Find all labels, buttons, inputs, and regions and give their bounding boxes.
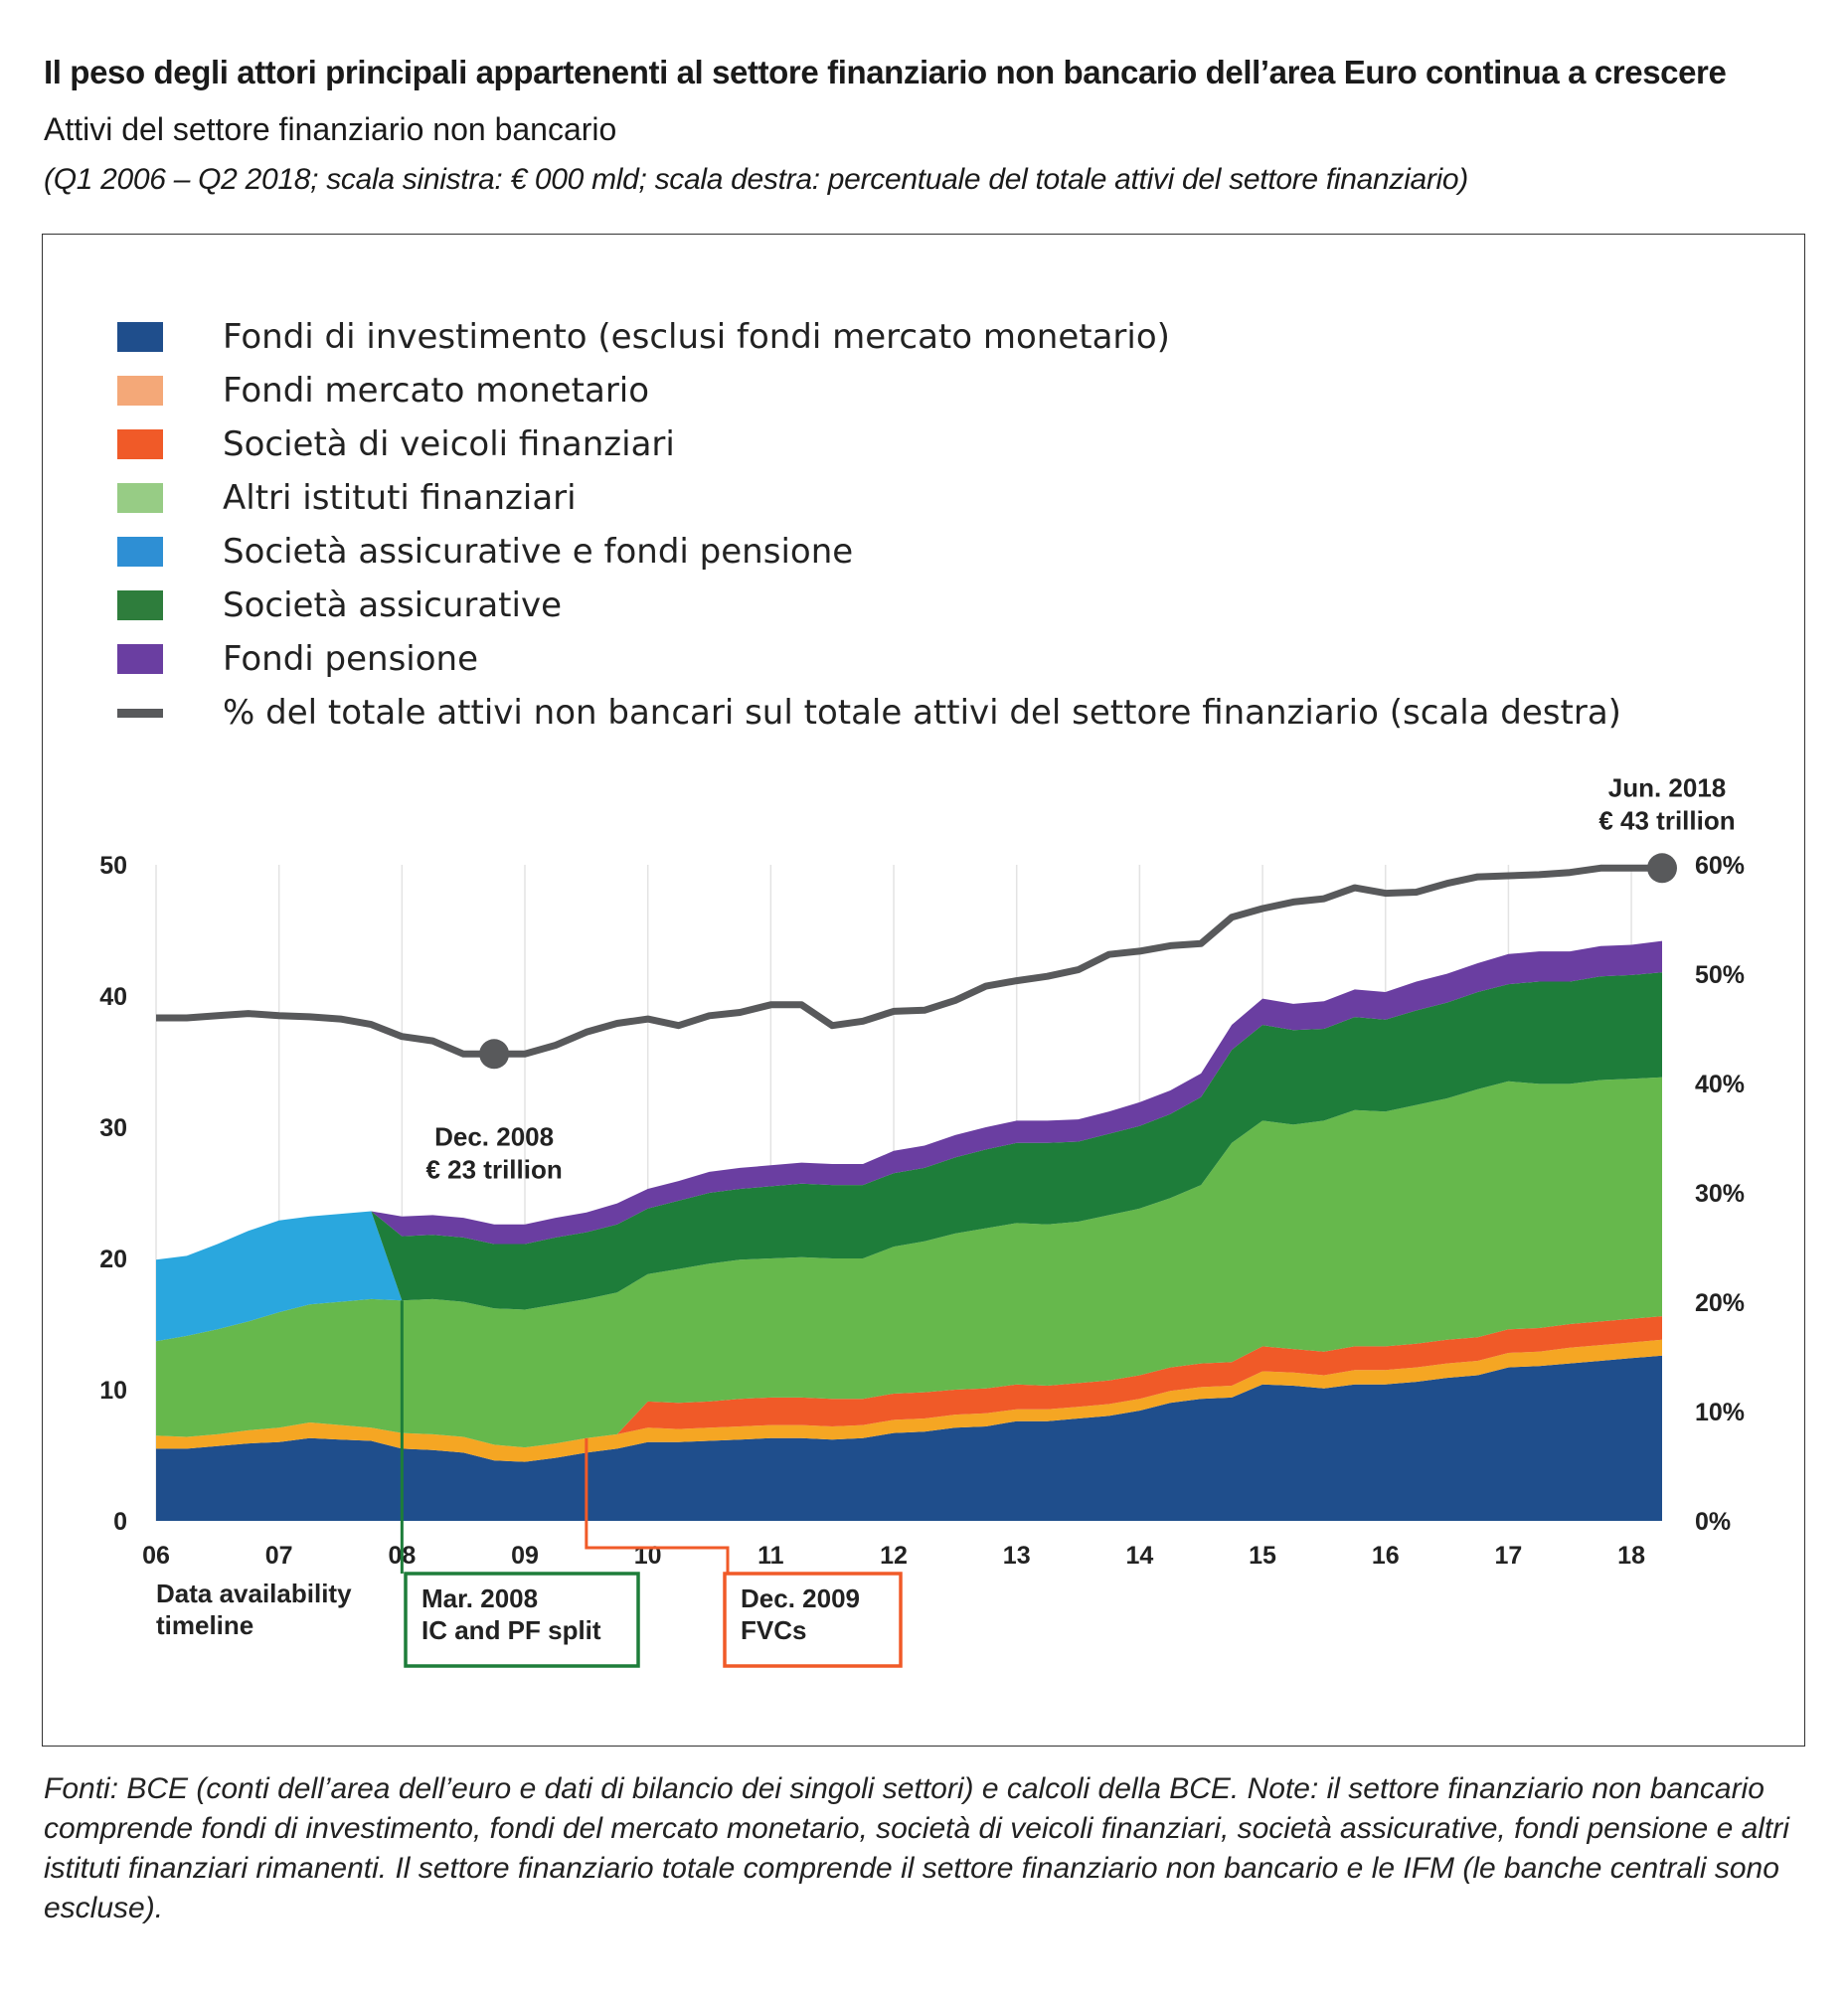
y-right-tick-label: 10% xyxy=(1695,1399,1745,1426)
y-right-tick-label: 20% xyxy=(1695,1289,1745,1317)
timeline-box-subtitle: IC and PF split xyxy=(421,1615,601,1645)
x-tick-label: 18 xyxy=(1617,1542,1645,1570)
y-left-tick-label: 0 xyxy=(113,1508,127,1536)
legend-label: Società assicurative xyxy=(223,585,562,625)
x-tick-label: 17 xyxy=(1495,1542,1523,1570)
y-right-tick-label: 50% xyxy=(1695,961,1745,989)
annotation-value: € 43 trillion xyxy=(1598,805,1735,835)
legend-item: Fondi pensione xyxy=(117,632,1621,686)
legend-item: Fondi mercato monetario xyxy=(117,364,1621,417)
timeline-box xyxy=(723,1572,903,1668)
legend-item: % del totale attivi non bancari sul tota… xyxy=(117,686,1621,740)
chart-frame xyxy=(42,234,1805,1747)
y-left-tick-label: 40 xyxy=(99,983,127,1011)
y-right-tick-label: 40% xyxy=(1695,1071,1745,1098)
timeline-label-line2: timeline xyxy=(156,1610,253,1640)
annotation-marker xyxy=(1647,853,1677,884)
x-tick-label: 07 xyxy=(265,1542,293,1570)
legend-line-swatch xyxy=(117,708,163,718)
legend-swatch xyxy=(117,376,163,406)
area-series xyxy=(156,1077,1662,1448)
annotation-label: Jun. 2018 xyxy=(1608,772,1727,802)
timeline-box-title: Mar. 2008 xyxy=(421,1583,538,1613)
legend-item: Società assicurative e fondi pensione xyxy=(117,525,1621,579)
x-tick-label: 13 xyxy=(1003,1542,1031,1570)
legend-label: Fondi mercato monetario xyxy=(223,371,650,411)
x-tick-label: 09 xyxy=(511,1542,539,1570)
figure-note: (Q1 2006 – Q2 2018; scala sinistra: € 00… xyxy=(44,163,1468,196)
annotation-marker xyxy=(479,1039,510,1070)
area-series xyxy=(156,972,1662,1310)
legend-swatch xyxy=(117,483,163,513)
x-tick-label: 12 xyxy=(880,1542,908,1570)
legend-item: Fondi di investimento (esclusi fondi mer… xyxy=(117,310,1621,364)
legend-swatch xyxy=(117,322,163,352)
legend-label: Società assicurative e fondi pensione xyxy=(223,532,854,572)
legend-item: Società assicurative xyxy=(117,579,1621,632)
y-left-tick-label: 10 xyxy=(99,1377,127,1405)
x-tick-label: 16 xyxy=(1372,1542,1400,1570)
legend-swatch xyxy=(117,590,163,620)
legend-swatch xyxy=(117,429,163,459)
y-right-tick-label: 0% xyxy=(1695,1508,1731,1536)
x-tick-label: 06 xyxy=(142,1542,170,1570)
area-series xyxy=(156,940,1662,1260)
legend-swatch xyxy=(117,537,163,567)
legend-label: Società di veicoli finanziari xyxy=(223,424,675,464)
source-note: Fonti: BCE (conti dell’area dell’euro e … xyxy=(44,1772,1789,1924)
annotation-value: € 23 trillion xyxy=(425,1154,562,1184)
timeline-box-title: Dec. 2009 xyxy=(741,1583,860,1613)
timeline-box xyxy=(404,1572,640,1668)
x-tick-label: 10 xyxy=(634,1542,662,1570)
legend-label: % del totale attivi non bancari sul tota… xyxy=(223,693,1621,733)
figure-title: Il peso degli attori principali apparten… xyxy=(44,54,1727,90)
timeline-box-subtitle: FVCs xyxy=(741,1615,806,1645)
x-tick-label: 11 xyxy=(757,1542,784,1570)
annotation-label: Dec. 2008 xyxy=(434,1121,554,1151)
legend-item: Società di veicoli finanziari xyxy=(117,417,1621,471)
x-tick-label: 14 xyxy=(1125,1542,1153,1570)
y-left-tick-label: 50 xyxy=(99,852,127,880)
timeline-label: Data availability xyxy=(156,1579,352,1608)
area-series xyxy=(156,1355,1662,1521)
y-right-tick-label: 30% xyxy=(1695,1180,1745,1208)
y-right-tick-label: 60% xyxy=(1695,852,1745,880)
legend: Fondi di investimento (esclusi fondi mer… xyxy=(117,310,1621,740)
y-left-tick-label: 20 xyxy=(99,1246,127,1273)
legend-swatch xyxy=(117,644,163,674)
area-series xyxy=(156,1316,1662,1448)
y-left-tick-label: 30 xyxy=(99,1114,127,1142)
legend-label: Altri istituti finanziari xyxy=(223,478,577,518)
legend-item: Altri istituti finanziari xyxy=(117,471,1621,525)
x-tick-label: 15 xyxy=(1249,1542,1276,1570)
legend-label: Fondi pensione xyxy=(223,639,479,679)
percentage-line xyxy=(156,864,1662,1058)
timeline-connector xyxy=(585,1437,730,1574)
figure-subtitle: Attivi del settore finanziario non banca… xyxy=(44,111,617,147)
legend-label: Fondi di investimento (esclusi fondi mer… xyxy=(223,317,1170,357)
